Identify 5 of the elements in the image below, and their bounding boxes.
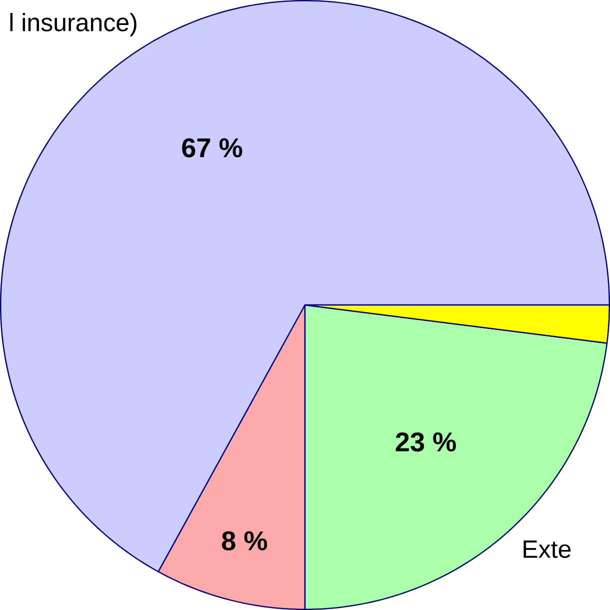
slice-label: l insurance) xyxy=(10,13,136,36)
data-label: 8 % xyxy=(222,531,268,550)
slice-label: Exte xyxy=(524,540,571,558)
data-label: 23 % xyxy=(396,432,456,452)
data-label: 67 % xyxy=(182,138,242,158)
